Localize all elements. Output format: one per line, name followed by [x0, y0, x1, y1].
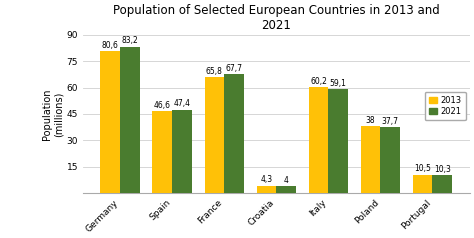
- Bar: [153, 111, 172, 193]
- Bar: [361, 126, 381, 193]
- Bar: [204, 77, 224, 193]
- Legend: 2013, 2021: 2013, 2021: [425, 92, 465, 120]
- Text: 80,6: 80,6: [102, 41, 119, 50]
- Bar: [120, 47, 140, 193]
- Text: 60,2: 60,2: [310, 77, 327, 86]
- Text: 67,7: 67,7: [226, 64, 243, 73]
- Bar: [276, 186, 296, 193]
- Bar: [256, 186, 276, 193]
- Bar: [224, 74, 244, 193]
- Bar: [432, 175, 452, 193]
- Text: 10,3: 10,3: [434, 165, 451, 174]
- Title: Population of Selected European Countries in 2013 and
2021: Population of Selected European Countrie…: [113, 4, 440, 32]
- Text: 46,6: 46,6: [154, 101, 171, 110]
- Text: 4: 4: [284, 176, 289, 185]
- Bar: [100, 51, 120, 193]
- Text: 10,5: 10,5: [414, 164, 431, 174]
- Bar: [309, 87, 328, 193]
- Bar: [172, 110, 192, 193]
- Text: 37,7: 37,7: [382, 117, 399, 126]
- Text: 38: 38: [366, 116, 375, 125]
- Text: 83,2: 83,2: [122, 36, 138, 45]
- Bar: [413, 175, 432, 193]
- Bar: [328, 89, 348, 193]
- Bar: [381, 127, 400, 193]
- Y-axis label: Population
(millions): Population (millions): [42, 88, 64, 140]
- Text: 65,8: 65,8: [206, 67, 223, 76]
- Text: 59,1: 59,1: [330, 79, 346, 88]
- Text: 4,3: 4,3: [260, 175, 273, 184]
- Text: 47,4: 47,4: [173, 99, 191, 109]
